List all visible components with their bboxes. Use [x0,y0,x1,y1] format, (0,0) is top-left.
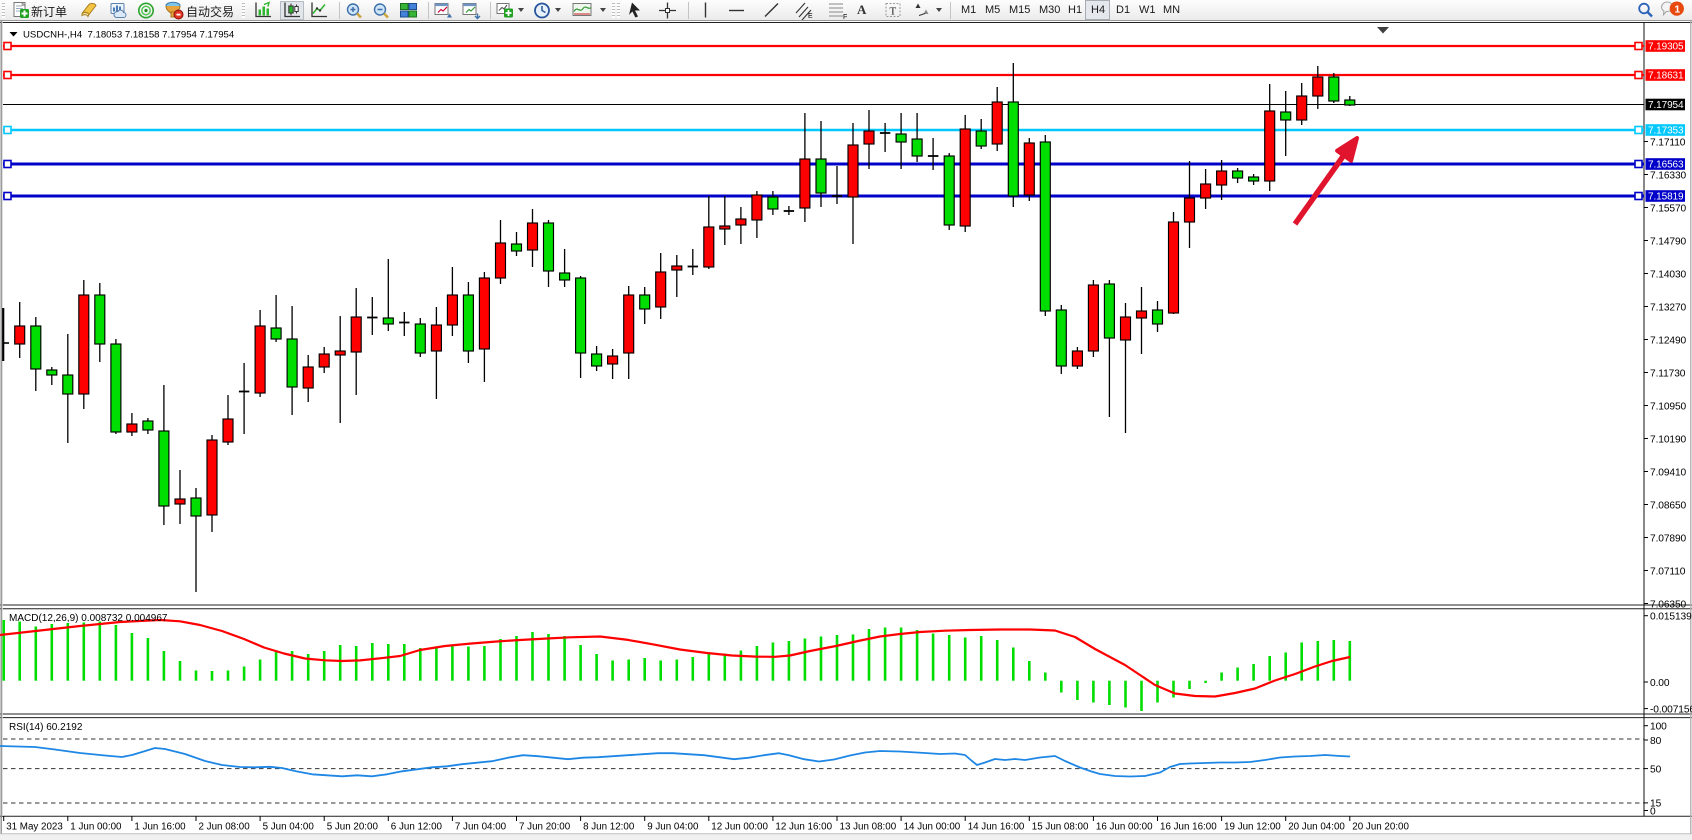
svg-text:7.11730: 7.11730 [1650,368,1686,379]
svg-text:7.14790: 7.14790 [1650,236,1687,247]
svg-text:7.09410: 7.09410 [1650,467,1687,478]
svg-text:9 Jun 04:00: 9 Jun 04:00 [647,822,699,833]
svg-text:7.18631: 7.18631 [1648,71,1684,82]
svg-text:20 Jun 20:00: 20 Jun 20:00 [1352,822,1409,833]
svg-text:13 Jun 08:00: 13 Jun 08:00 [840,822,897,833]
svg-text:7.07890: 7.07890 [1650,533,1687,544]
svg-text:5 Jun 04:00: 5 Jun 04:00 [263,822,315,833]
svg-text:7.10190: 7.10190 [1650,434,1687,445]
svg-text:7.17954: 7.17954 [1648,100,1684,111]
svg-text:80: 80 [1650,736,1662,747]
svg-text:31 May 2023: 31 May 2023 [6,822,63,833]
svg-text:7.13270: 7.13270 [1650,302,1687,313]
svg-text:5 Jun 20:00: 5 Jun 20:00 [327,822,379,833]
svg-text:50: 50 [1650,764,1662,775]
svg-text:1: 1 [1674,4,1680,15]
svg-text:16 Jun 00:00: 16 Jun 00:00 [1096,822,1153,833]
svg-text:7.15570: 7.15570 [1650,203,1687,214]
svg-text:0.00: 0.00 [1650,678,1670,689]
svg-text:-0.007156: -0.007156 [1650,704,1692,715]
svg-text:14 Jun 16:00: 14 Jun 16:00 [968,822,1025,833]
svg-text:7.07110: 7.07110 [1650,566,1686,577]
svg-text:100: 100 [1650,722,1667,733]
svg-text:2 Jun 08:00: 2 Jun 08:00 [199,822,251,833]
svg-text:MACD(12,26,9) 0.008732 0.00496: MACD(12,26,9) 0.008732 0.004967 [9,613,168,624]
svg-text:7.16330: 7.16330 [1650,170,1687,181]
svg-text:T: T [890,6,897,18]
svg-text:7 Jun 20:00: 7 Jun 20:00 [519,822,571,833]
svg-text:15: 15 [1650,799,1662,810]
svg-text:F: F [843,14,847,20]
svg-text:14 Jun 00:00: 14 Jun 00:00 [904,822,961,833]
svg-text:1 Jun 00:00: 1 Jun 00:00 [70,822,122,833]
svg-text:7.14030: 7.14030 [1650,269,1687,280]
svg-text:7.17353: 7.17353 [1648,126,1684,137]
svg-text:20 Jun 04:00: 20 Jun 04:00 [1288,822,1345,833]
svg-text:7.16563: 7.16563 [1648,160,1684,171]
svg-text:USDCNH-,H4 7.18053 7.18158 7.: USDCNH-,H4 7.18053 7.18158 7.17954 7.179… [23,30,235,41]
svg-text:RSI(14) 60.2192: RSI(14) 60.2192 [9,722,83,733]
svg-text:15 Jun 08:00: 15 Jun 08:00 [1032,822,1089,833]
svg-text:12 Jun 00:00: 12 Jun 00:00 [711,822,768,833]
svg-text:7.19305: 7.19305 [1648,42,1684,53]
svg-text:7.15819: 7.15819 [1648,192,1684,203]
svg-text:16 Jun 16:00: 16 Jun 16:00 [1160,822,1217,833]
svg-text:7 Jun 04:00: 7 Jun 04:00 [455,822,507,833]
svg-text:E: E [808,13,813,20]
svg-text:1 Jun 16:00: 1 Jun 16:00 [134,822,186,833]
svg-text:6 Jun 12:00: 6 Jun 12:00 [391,822,443,833]
svg-text:12 Jun 16:00: 12 Jun 16:00 [775,822,832,833]
svg-text:0.015139: 0.015139 [1650,612,1692,623]
svg-text:7.17110: 7.17110 [1650,137,1686,148]
svg-text:7.06350: 7.06350 [1650,599,1687,610]
svg-text:7.10950: 7.10950 [1650,401,1687,412]
svg-text:0: 0 [1650,806,1656,817]
svg-text:7.12490: 7.12490 [1650,335,1687,346]
svg-text:19 Jun 12:00: 19 Jun 12:00 [1224,822,1281,833]
svg-text:7.08650: 7.08650 [1650,500,1687,511]
svg-text:8 Jun 12:00: 8 Jun 12:00 [583,822,635,833]
